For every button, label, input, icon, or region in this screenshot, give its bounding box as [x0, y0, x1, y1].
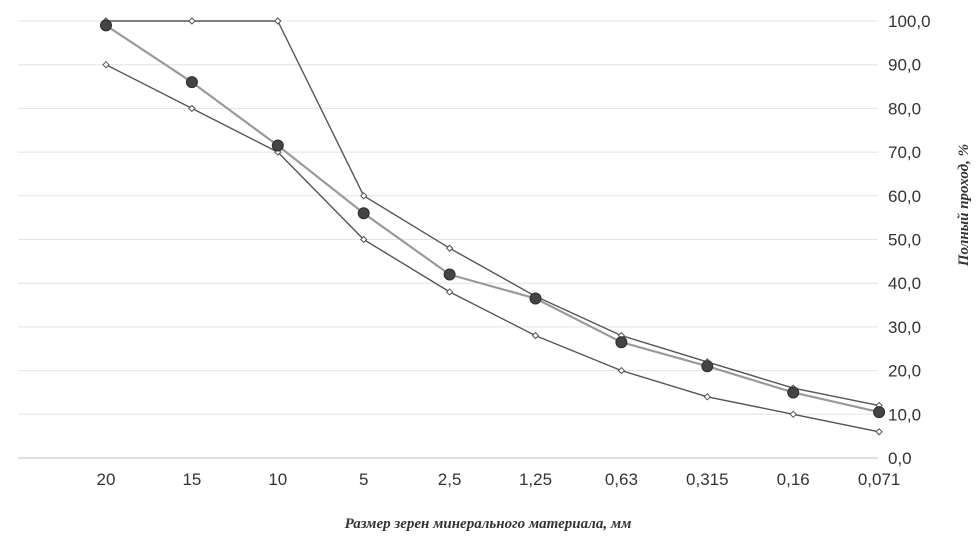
data-point — [274, 17, 282, 25]
x-tick-labels: 20 15 10 5 2,5 1,25 0,63 0,315 0,16 0,071 — [97, 470, 901, 489]
y-tick-label: 50,0 — [888, 231, 921, 250]
gridlines — [18, 20, 878, 459]
x-tick-label: 0,315 — [686, 470, 729, 489]
y-tick-label: 0,0 — [888, 449, 912, 468]
y-tick-label: 60,0 — [888, 187, 921, 206]
y-tick-label: 80,0 — [888, 99, 921, 118]
y-tick-label: 20,0 — [888, 362, 921, 381]
series-line-3 — [105, 24, 880, 414]
data-point — [617, 366, 626, 375]
x-tick-label: 0,63 — [605, 470, 638, 489]
data-point — [359, 192, 368, 200]
x-tick-label: 1,25 — [519, 470, 552, 489]
data-point — [359, 235, 368, 244]
y-tick-label: 70,0 — [888, 143, 921, 162]
y-tick-label: 100,0 — [888, 12, 931, 31]
data-point — [445, 244, 454, 252]
series-lines — [105, 20, 880, 433]
data-point — [445, 288, 454, 296]
data-point — [615, 336, 628, 349]
x-axis-title: Размер зерен минерального материала, мм — [345, 516, 632, 532]
data-point — [188, 17, 196, 25]
data-point — [529, 292, 542, 305]
x-tick-label: 10 — [268, 470, 287, 489]
y-axis-title: Полный проход, % — [956, 144, 972, 267]
y-tick-label: 10,0 — [888, 405, 921, 424]
data-point — [875, 428, 883, 436]
data-point — [185, 76, 198, 89]
y-tick-label: 30,0 — [888, 318, 921, 337]
x-tick-label: 0,071 — [858, 470, 901, 489]
x-tick-label: 2,5 — [438, 470, 462, 489]
data-point — [873, 406, 886, 419]
data-point — [357, 207, 370, 220]
x-tick-label: 20 — [97, 470, 116, 489]
data-point — [271, 139, 284, 152]
y-tick-label: 90,0 — [888, 56, 921, 75]
series-line-1 — [106, 20, 880, 407]
data-point — [701, 360, 714, 373]
data-point — [787, 386, 800, 399]
data-point — [100, 19, 112, 32]
series-markers — [100, 17, 886, 436]
data-point — [703, 393, 712, 401]
data-point — [531, 331, 540, 340]
data-point — [789, 410, 797, 419]
x-tick-label: 5 — [359, 470, 368, 489]
x-tick-label: 0,16 — [777, 470, 810, 489]
data-point — [102, 60, 110, 69]
series-line-2 — [105, 64, 880, 433]
y-tick-labels: 0,0 10,0 20,0 30,0 40,0 50,0 60,0 70,0 80,0 90,0 1… — [888, 12, 931, 468]
data-point — [443, 268, 456, 281]
data-point — [188, 104, 196, 113]
x-tick-label: 15 — [182, 470, 201, 489]
y-tick-label: 40,0 — [888, 274, 921, 293]
